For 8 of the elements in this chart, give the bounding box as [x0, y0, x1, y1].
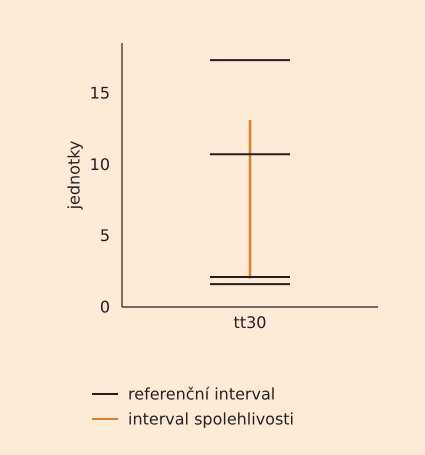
y-tick-label: 0: [100, 298, 110, 317]
y-tick-label: 5: [100, 226, 110, 246]
legend-label: referenční interval: [128, 384, 276, 404]
y-tick-label: 10: [90, 154, 110, 174]
legend-label: interval spolehlivosti: [128, 410, 294, 429]
x-tick-label: tt30: [234, 313, 266, 332]
y-axis-title: jednotky: [64, 140, 84, 210]
y-tick-label: 15: [90, 84, 110, 103]
